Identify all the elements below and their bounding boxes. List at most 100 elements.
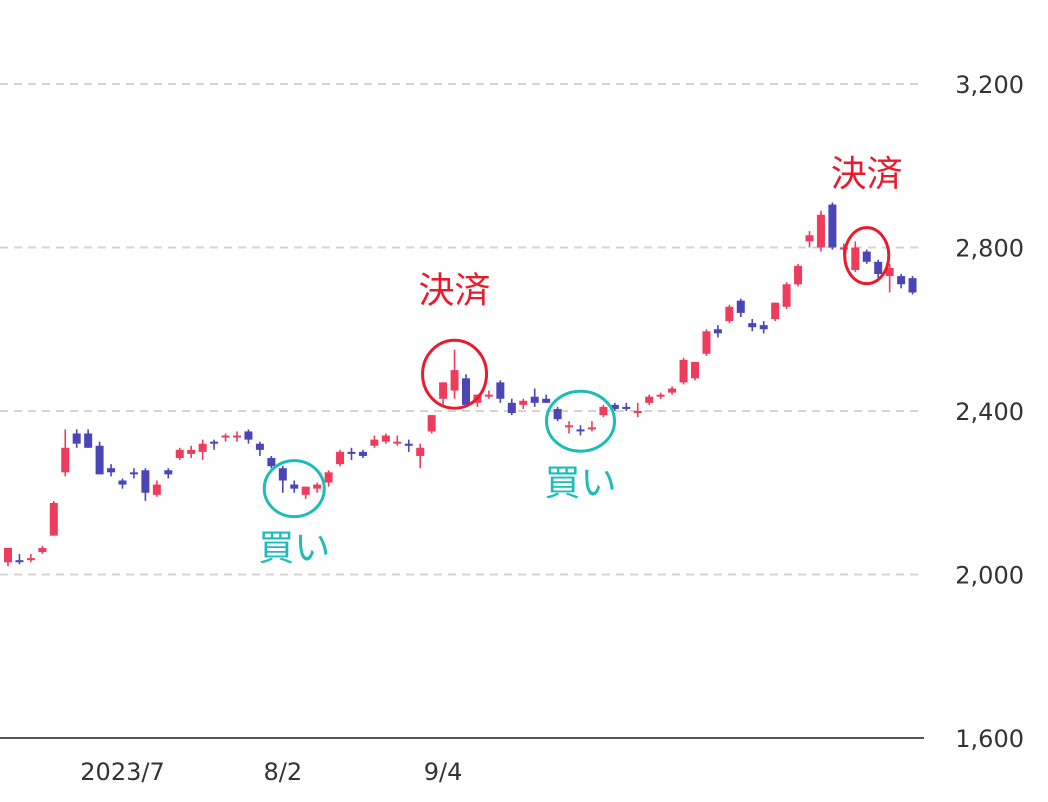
- candles: [4, 202, 917, 567]
- candle-body: [324, 472, 333, 483]
- candle-body: [610, 404, 619, 409]
- candle-body: [816, 214, 825, 248]
- candle: [748, 319, 757, 332]
- x-axis-labels: 2023/7 8/2 9/4: [80, 758, 462, 786]
- candle: [633, 402, 642, 418]
- candle: [336, 449, 345, 467]
- candle-body: [118, 480, 127, 485]
- candle: [736, 298, 745, 317]
- candle-body: [736, 300, 745, 313]
- candle: [599, 404, 608, 418]
- candle: [450, 349, 459, 399]
- candle-body: [370, 439, 379, 446]
- y-tick-label: 1,600: [955, 725, 1024, 753]
- candle-body: [301, 486, 310, 495]
- candle: [72, 429, 81, 448]
- candle: [668, 386, 677, 395]
- candle: [141, 468, 150, 501]
- candle: [519, 398, 528, 409]
- candle-body: [702, 331, 711, 354]
- candle-body: [61, 447, 70, 473]
- candle-body: [862, 251, 871, 262]
- candle: [233, 431, 241, 442]
- candle-body: [553, 408, 562, 420]
- candle: [347, 447, 356, 461]
- candle-body: [725, 306, 734, 322]
- candle-body: [587, 427, 596, 430]
- sell-marker-circle: [421, 338, 489, 410]
- candle-body: [633, 411, 642, 414]
- buy-marker-label: 買い: [258, 528, 330, 569]
- candle: [107, 464, 116, 477]
- candle: [656, 392, 665, 399]
- candle: [164, 468, 173, 479]
- candle-body: [679, 359, 688, 383]
- candle-body: [49, 502, 58, 536]
- candle: [610, 402, 619, 411]
- candle: [542, 394, 551, 403]
- candle: [26, 554, 35, 563]
- candle: [267, 455, 276, 469]
- candle-body: [839, 247, 848, 250]
- candle: [393, 435, 402, 446]
- candle-body: [404, 443, 413, 446]
- candle: [713, 325, 722, 338]
- y-tick-label: 2,400: [955, 398, 1024, 426]
- candle-body: [313, 484, 322, 489]
- candle-body: [278, 468, 287, 481]
- candle: [805, 231, 814, 248]
- candle: [324, 470, 333, 487]
- candle: [198, 439, 207, 461]
- candle: [851, 241, 860, 273]
- candle-body: [129, 472, 138, 475]
- candle: [530, 388, 539, 407]
- candle-body: [393, 441, 402, 444]
- candle: [439, 382, 448, 405]
- candle-body: [805, 235, 814, 242]
- candle: [427, 415, 436, 434]
- y-tick-label: 2,000: [955, 562, 1024, 590]
- candle: [358, 449, 367, 459]
- candle-body: [759, 325, 768, 330]
- candle: [118, 478, 127, 489]
- candle: [381, 433, 390, 444]
- candle-body: [72, 433, 81, 444]
- candle: [404, 439, 413, 452]
- candle-body: [565, 425, 574, 428]
- candle-body: [622, 406, 631, 409]
- candle-body: [152, 484, 161, 495]
- candle: [370, 435, 379, 448]
- candle-body: [4, 547, 12, 563]
- candle-body: [164, 470, 173, 475]
- candle-body: [530, 396, 539, 403]
- candle: [278, 466, 287, 493]
- candle: [874, 259, 883, 281]
- candle-body: [645, 396, 654, 403]
- candle-body: [450, 370, 459, 391]
- candle-body: [255, 443, 264, 450]
- candle-body: [885, 267, 894, 277]
- candle: [175, 447, 184, 461]
- candle: [255, 441, 264, 456]
- candle: [129, 468, 138, 479]
- candle-body: [748, 323, 757, 328]
- buy-marker-circle: [545, 389, 616, 453]
- candle-body: [908, 278, 917, 293]
- grid-lines: [0, 83, 924, 576]
- candle-body: [84, 433, 93, 448]
- candle: [771, 302, 780, 322]
- candle-body: [26, 558, 35, 561]
- candle-body: [416, 447, 425, 456]
- candle-body: [358, 451, 367, 456]
- candle: [565, 421, 574, 434]
- candle-body: [713, 329, 722, 334]
- candle: [553, 406, 562, 422]
- candle: [828, 202, 837, 250]
- candle-body: [141, 470, 150, 493]
- candle: [897, 274, 906, 289]
- candle: [702, 329, 711, 356]
- candle-body: [599, 406, 608, 416]
- candle-body: [519, 400, 528, 405]
- candle-body: [851, 247, 860, 270]
